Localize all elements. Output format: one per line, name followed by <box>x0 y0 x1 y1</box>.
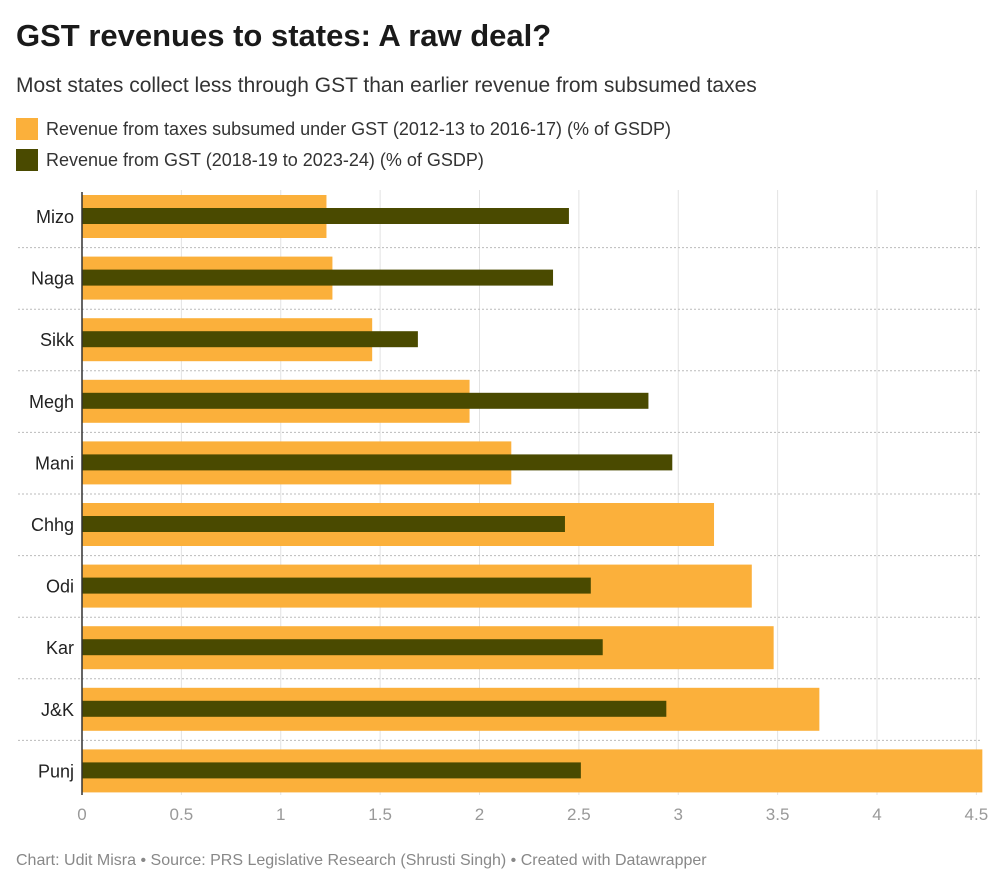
category-label: Sikk <box>40 330 75 350</box>
category-label: Kar <box>46 638 74 658</box>
chart-subtitle: Most states collect less through GST tha… <box>16 74 757 97</box>
bar-gst <box>82 639 603 656</box>
chart-title: GST revenues to states: A raw deal? <box>16 18 552 53</box>
x-tick-label: 3.5 <box>766 805 790 824</box>
chart-footer: Chart: Udit Misra • Source: PRS Legislat… <box>16 852 707 869</box>
category-label: Mizo <box>36 207 74 227</box>
legend-label: Revenue from GST (2018-19 to 2023-24) (%… <box>46 149 484 170</box>
bar-gst <box>82 762 581 779</box>
x-tick-label: 2 <box>475 805 484 824</box>
bar-gst <box>82 577 591 594</box>
category-label: Mani <box>35 453 74 473</box>
x-tick-label: 1.5 <box>368 805 392 824</box>
category-label: Naga <box>31 269 75 289</box>
legend-swatch-olive <box>16 149 38 171</box>
category-label: Megh <box>29 392 74 412</box>
x-tick-label: 0 <box>77 805 86 824</box>
x-tick-label: 0.5 <box>170 805 194 824</box>
category-label: Chhg <box>31 515 74 535</box>
x-tick-label: 4.5 <box>965 805 989 824</box>
category-label: J&K <box>41 700 74 720</box>
bar-gst <box>82 516 565 532</box>
x-tick-label: 1 <box>276 805 285 824</box>
bar-gst <box>82 454 673 471</box>
x-tick-label: 4 <box>872 805 881 824</box>
legend-item-gst: Revenue from GST (2018-19 to 2023-24) (%… <box>16 149 484 171</box>
x-tick-label: 3 <box>674 805 683 824</box>
bar-gst <box>82 700 667 717</box>
bar-gst <box>82 392 649 409</box>
bar-gst <box>82 208 569 224</box>
category-label: Odi <box>46 577 74 597</box>
bar-gst <box>82 331 418 348</box>
legend-item-subsumed: Revenue from taxes subsumed under GST (2… <box>16 118 671 140</box>
bar-gst <box>82 269 554 286</box>
x-tick-label: 2.5 <box>567 805 591 824</box>
category-label: Punj <box>38 761 74 781</box>
legend-label: Revenue from taxes subsumed under GST (2… <box>46 118 671 139</box>
legend-swatch-orange <box>16 118 38 140</box>
